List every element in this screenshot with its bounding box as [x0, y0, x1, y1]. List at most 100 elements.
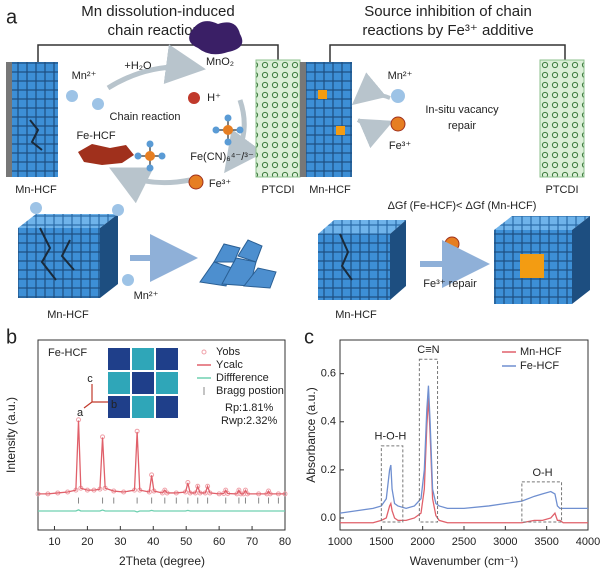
label: +H₂O — [124, 60, 152, 72]
repaired-site — [336, 126, 345, 135]
crystal-structure — [108, 348, 178, 418]
annotation-box — [380, 445, 404, 523]
panel-b: b Fe-HCF c a b Rp:1.81% Rwp:2.32% 2Theta… — [4, 326, 291, 568]
ion — [30, 202, 42, 214]
panel-label: b — [6, 326, 17, 348]
label: repair — [448, 120, 476, 132]
x-tick-label: 40 — [147, 536, 159, 548]
crack — [339, 233, 353, 281]
axis-letter: c — [87, 373, 93, 385]
fehcf-particles — [78, 144, 134, 165]
current-collector — [6, 62, 12, 177]
label: PTCDI — [262, 184, 295, 196]
fe-ion — [444, 236, 460, 252]
cube-top — [494, 216, 590, 230]
complex-icon — [134, 140, 166, 172]
current-collector — [300, 62, 306, 177]
title-line: reactions by Fe³⁺ additive — [362, 22, 533, 39]
axes-icon — [83, 384, 108, 409]
label: Mn-HCF — [309, 184, 351, 196]
cube-side — [100, 214, 118, 298]
panel-label: a — [6, 6, 18, 28]
label: Mn-HCF — [47, 309, 89, 321]
x-tick-label: 80 — [279, 536, 291, 548]
legend-label: Mn-HCF — [520, 346, 562, 358]
anode — [255, 59, 301, 178]
fe-ion — [188, 174, 204, 190]
x-tick-label: 2500 — [452, 536, 476, 548]
bracket — [329, 44, 566, 62]
crack — [39, 227, 75, 281]
x-tick-label: 3000 — [493, 536, 517, 548]
title-line: Mn dissolution-induced — [81, 3, 234, 20]
annotation: Fe-HCF — [48, 347, 87, 359]
legend-label: Ycalc — [216, 359, 243, 371]
cube-top — [18, 214, 118, 228]
annotation: Rwp:2.32% — [221, 415, 277, 427]
cube-side — [390, 220, 406, 300]
ion — [92, 98, 104, 110]
x-tick-label: 70 — [246, 536, 258, 548]
obs-point — [242, 487, 248, 493]
label: Mn-HCF — [335, 309, 377, 321]
cube-front — [318, 234, 390, 300]
fe-ion — [390, 116, 406, 132]
label: Fe³⁺ repair — [423, 278, 477, 290]
energy-label: ΔGf (Fe-HCF)< ΔGf (Mn-HCF) — [388, 200, 537, 212]
label: Mn²⁺ — [134, 290, 159, 302]
crack — [29, 119, 43, 151]
arrow — [356, 118, 394, 149]
ion — [112, 204, 124, 216]
axis-letter: b — [111, 399, 117, 411]
repaired-site — [318, 90, 327, 99]
legend-label: Diffference — [216, 372, 269, 384]
y-tick-label: 0.2 — [321, 464, 336, 476]
label: Chain reaction — [110, 111, 181, 123]
y-tick-label: 0.0 — [321, 512, 336, 524]
label: Fe³⁺ — [389, 140, 412, 152]
series-line — [340, 397, 588, 524]
title-line: chain reactions — [108, 22, 209, 39]
cube-front — [18, 228, 100, 298]
x-tick-label: 50 — [180, 536, 192, 548]
label: Fe³⁺ — [209, 178, 232, 190]
arrow — [106, 44, 206, 91]
label: In-situ vacancy — [425, 104, 499, 116]
legend-label: Bragg postion — [216, 385, 284, 397]
x-tick-label: 10 — [48, 536, 60, 548]
series-line — [38, 420, 285, 495]
axis-letter: a — [77, 407, 84, 419]
series-line — [38, 509, 285, 513]
x-tick-label: 1500 — [369, 536, 393, 548]
x-tick-label: 30 — [114, 536, 126, 548]
panel-label: c — [304, 326, 314, 348]
legend-label: Fe-HCF — [520, 360, 559, 372]
proton — [188, 92, 200, 104]
label: H⁺ — [207, 92, 221, 104]
label: MnO₂ — [206, 56, 234, 68]
x-tick-label: 20 — [81, 536, 93, 548]
arrow — [224, 99, 264, 174]
y-axis-label: Absorbance (a.u.) — [304, 387, 318, 482]
plot-frame — [37, 339, 286, 531]
anode — [539, 59, 585, 178]
x-axis-label: 2Theta (degree) — [119, 554, 205, 568]
label: Fe(CN)₆⁴⁻/³⁻ — [190, 151, 254, 163]
bracket — [37, 44, 279, 62]
annotation-label: C≡N — [417, 344, 439, 356]
legend-label: Yobs — [216, 346, 241, 358]
title-line: Source inhibition of chain — [364, 3, 532, 20]
label: Mn²⁺ — [388, 70, 413, 82]
rubble — [199, 239, 277, 289]
x-axis-label: Wavenumber (cm⁻¹) — [410, 554, 519, 568]
x-tick-label: 3500 — [534, 536, 558, 548]
arrow — [351, 72, 391, 106]
panel-c: c Wavenumber (cm⁻¹) Absorbance (a.u.) 10… — [304, 326, 600, 568]
annotation-label: O-H — [532, 467, 552, 479]
label: Mn²⁺ — [72, 70, 97, 82]
cube-top — [318, 220, 406, 234]
cathode-block — [306, 62, 352, 177]
y-axis-label: Intensity (a.u.) — [4, 397, 18, 473]
cathode-block — [12, 62, 58, 177]
